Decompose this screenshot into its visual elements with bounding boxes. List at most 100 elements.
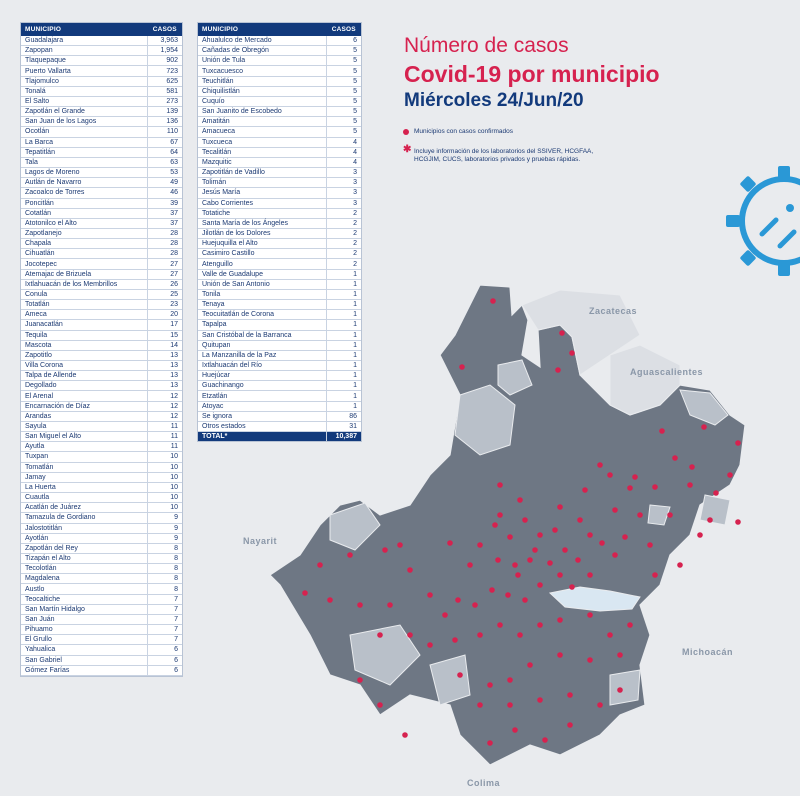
case-dot-marker — [517, 632, 523, 638]
casos-value: 1 — [326, 289, 361, 301]
municipio-name: Zapotlán el Grande — [21, 106, 148, 118]
table-row: Tolimán 3 — [198, 177, 361, 189]
case-dot-marker — [597, 462, 603, 468]
table-row: Ayutla 11 — [21, 441, 182, 453]
casos-value: 1 — [326, 319, 361, 331]
casos-value: 46 — [147, 187, 182, 199]
municipio-name: Santa María de los Ángeles — [198, 218, 327, 229]
municipio-name: Magdalena — [21, 573, 148, 585]
case-dot-marker — [617, 652, 623, 658]
casos-value: 13 — [147, 360, 182, 372]
map-area-north — [454, 384, 516, 456]
label-michoacan: Michoacán — [682, 647, 734, 657]
title-line-1: Número de casos — [404, 34, 569, 57]
case-dot-marker — [689, 464, 695, 470]
casos-value: 39 — [147, 198, 182, 209]
municipio-name: Yahualica — [21, 644, 148, 656]
casos-value: 5 — [326, 106, 361, 118]
municipio-name: Cuautla — [21, 492, 148, 504]
casos-value: 11 — [147, 431, 182, 443]
casos-value: 8 — [147, 563, 182, 575]
municipio-name: Jalostotitlán — [21, 523, 148, 534]
casos-value: 28 — [147, 248, 182, 260]
neighbor-zacatecas — [521, 289, 641, 376]
map-area-east — [699, 494, 731, 526]
table-row: Juanacatlán 17 — [21, 319, 182, 331]
casos-value: 3,963 — [147, 36, 182, 47]
table-row: Cuautla 10 — [21, 492, 182, 504]
casos-value: 64 — [147, 147, 182, 158]
table-row: Atoyac 1 — [198, 401, 361, 412]
case-dot-marker — [537, 582, 543, 588]
casos-value: 1 — [326, 330, 361, 341]
table-row: Cotatlán 37 — [21, 208, 182, 219]
municipio-name: Talpa de Allende — [21, 370, 148, 382]
casos-value: 86 — [326, 411, 361, 422]
municipio-name: Totatlán — [21, 299, 148, 311]
case-dot-marker — [387, 602, 393, 608]
casos-value: 3 — [326, 187, 361, 199]
table-row: La Barca 67 — [21, 137, 182, 148]
municipio-name: Jocotepec — [21, 258, 148, 270]
municipio-name: San Juan de los Lagos — [21, 116, 148, 128]
table-row: Huejuquilla el Alto 2 — [198, 238, 361, 250]
table-row: Tapalpa 1 — [198, 319, 361, 331]
table-row: Tepatitlán 64 — [21, 147, 182, 158]
table-row: Tizapán el Alto 8 — [21, 553, 182, 565]
case-dot-marker — [582, 487, 588, 493]
casos-value: 6 — [147, 655, 182, 666]
case-dot-marker — [622, 534, 628, 540]
municipio-name: Zapotlanejo — [21, 228, 148, 240]
case-dot-marker — [562, 547, 568, 553]
jalisco-map — [269, 284, 746, 766]
cases-table-left: MUNICIPIO CASOS Guadalajara 3,963 Zapopan 1… — [20, 22, 183, 677]
municipio-name: Teocaltiche — [21, 594, 148, 605]
case-dot-marker — [512, 727, 518, 733]
table-row: Tuxpan 10 — [21, 451, 182, 463]
municipio-name: Zacoalco de Torres — [21, 187, 148, 199]
case-dot-marker — [527, 557, 533, 563]
municipio-name: Chapala — [21, 238, 148, 250]
casos-value: 8 — [147, 573, 182, 585]
casos-value: 49 — [147, 177, 182, 189]
case-dot-marker — [701, 424, 707, 430]
table-row: Teocuitatlán de Corona 1 — [198, 309, 361, 321]
total-value: 10,387 — [326, 431, 361, 442]
casos-value: 11 — [147, 441, 182, 453]
label-colima: Colima — [467, 778, 501, 788]
case-dot-marker — [455, 597, 461, 603]
municipio-name: Tlaquepaque — [21, 55, 148, 67]
casos-value: 67 — [147, 137, 182, 148]
casos-value: 10 — [147, 502, 182, 514]
case-dot-marker — [587, 657, 593, 663]
table-row: Zacoalco de Torres 46 — [21, 187, 182, 199]
municipio-name: Tonalá — [21, 86, 148, 97]
table-row: Cabo Corrientes 3 — [198, 198, 361, 209]
casos-value: 13 — [147, 380, 182, 392]
neighbor-aguascalientes — [609, 344, 681, 416]
case-dot-marker — [552, 527, 558, 533]
municipio-name: Poncitlán — [21, 198, 148, 209]
table-row: Zapotlán el Grande 139 — [21, 106, 182, 118]
casos-value: 8 — [147, 583, 182, 595]
table-row: Unión de San Antonio 1 — [198, 279, 361, 290]
table-row: El Grullo 7 — [21, 634, 182, 646]
table-row: Tuxcacuesco 5 — [198, 65, 361, 77]
table-row: Jesús María 3 — [198, 187, 361, 199]
table-row: Austlo 8 — [21, 583, 182, 595]
case-dot-marker — [407, 567, 413, 573]
table-row: Atenguillo 2 — [198, 258, 361, 270]
case-dot-marker — [522, 597, 528, 603]
municipio-name: Tepatitlán — [21, 147, 148, 158]
casos-value: 1 — [326, 269, 361, 280]
municipio-name: Tenaya — [198, 299, 327, 311]
case-dot-marker — [612, 507, 618, 513]
table-row: Santa María de los Ángeles 2 — [198, 218, 361, 229]
table-row: Totatlán 23 — [21, 299, 182, 311]
casos-value: 7 — [147, 604, 182, 615]
table-row: Jilotlán de los Dolores 2 — [198, 228, 361, 240]
table-row: Guadalajara 3,963 — [21, 36, 182, 47]
casos-value: 4 — [326, 137, 361, 148]
case-dot-marker — [575, 557, 581, 563]
municipio-name: La Manzanilla de la Paz — [198, 350, 327, 362]
